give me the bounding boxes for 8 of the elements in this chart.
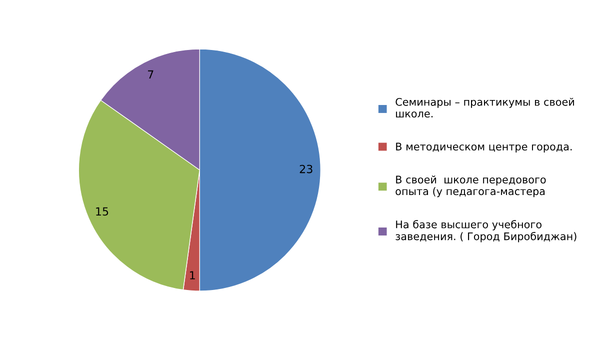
legend-label: В методическом центре города. <box>396 142 572 153</box>
data-label: 23 <box>300 164 312 174</box>
legend-label: В своей школе передового опыта (у педагога-мастера <box>396 175 546 198</box>
legend-label: Семинары – практикумы в своей школе. <box>396 98 574 118</box>
data-label: 1 <box>190 271 195 280</box>
data-label: 7 <box>148 70 154 79</box>
data-label: 15 <box>96 207 108 216</box>
legend-label: На базе высшего учебного заведения. ( Город Биробиджан) <box>396 220 576 242</box>
